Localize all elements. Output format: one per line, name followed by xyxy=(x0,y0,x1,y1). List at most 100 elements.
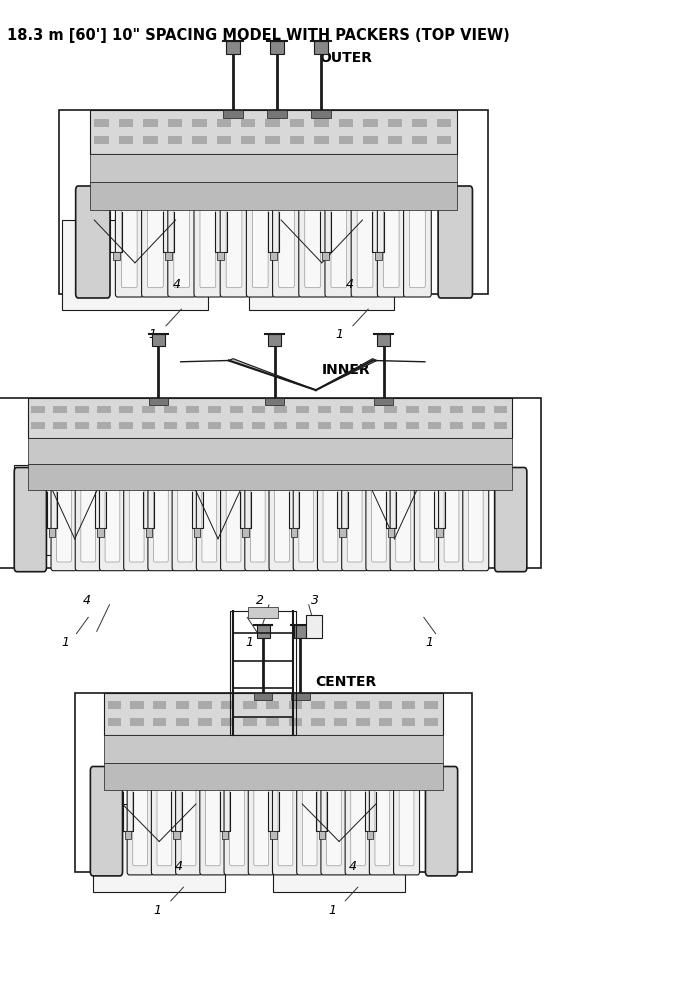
Bar xyxy=(198,701,212,709)
Bar xyxy=(104,763,443,790)
Bar xyxy=(266,718,280,726)
FancyBboxPatch shape xyxy=(323,477,338,562)
Text: 1: 1 xyxy=(148,328,156,340)
FancyBboxPatch shape xyxy=(399,777,414,866)
Bar xyxy=(185,406,199,413)
Bar xyxy=(75,422,89,429)
Bar xyxy=(294,625,307,638)
FancyBboxPatch shape xyxy=(251,477,265,562)
FancyBboxPatch shape xyxy=(129,477,144,562)
Bar xyxy=(158,465,278,555)
Bar xyxy=(62,220,208,310)
FancyBboxPatch shape xyxy=(176,768,201,875)
Bar xyxy=(273,422,287,429)
Bar xyxy=(334,718,347,726)
Bar xyxy=(15,465,135,555)
FancyBboxPatch shape xyxy=(495,468,527,572)
FancyBboxPatch shape xyxy=(347,477,362,562)
Bar xyxy=(428,422,441,429)
FancyBboxPatch shape xyxy=(221,468,246,571)
Bar xyxy=(217,136,231,144)
Bar xyxy=(314,136,329,144)
Bar xyxy=(226,41,240,54)
Text: 3: 3 xyxy=(311,593,319,606)
FancyBboxPatch shape xyxy=(439,468,464,571)
Bar xyxy=(165,252,172,260)
FancyBboxPatch shape xyxy=(327,777,341,866)
Bar xyxy=(119,119,133,127)
Bar xyxy=(318,831,325,839)
FancyBboxPatch shape xyxy=(297,768,322,875)
FancyBboxPatch shape xyxy=(124,468,149,571)
Bar xyxy=(377,334,390,346)
FancyBboxPatch shape xyxy=(248,768,274,875)
Bar xyxy=(266,397,284,405)
FancyBboxPatch shape xyxy=(202,477,217,562)
FancyBboxPatch shape xyxy=(273,768,298,875)
Bar xyxy=(379,701,392,709)
FancyBboxPatch shape xyxy=(468,477,483,562)
Bar xyxy=(185,422,199,429)
Bar xyxy=(437,119,451,127)
FancyBboxPatch shape xyxy=(253,196,268,288)
Bar xyxy=(90,154,457,182)
Bar xyxy=(450,406,463,413)
Bar xyxy=(291,528,298,537)
FancyBboxPatch shape xyxy=(299,187,327,297)
Bar xyxy=(198,718,212,726)
Bar xyxy=(311,701,325,709)
Bar xyxy=(145,528,152,537)
Bar xyxy=(152,334,165,346)
FancyBboxPatch shape xyxy=(299,477,313,562)
Bar xyxy=(221,701,234,709)
Bar xyxy=(374,252,381,260)
FancyBboxPatch shape xyxy=(415,468,440,571)
Bar xyxy=(153,718,166,726)
FancyBboxPatch shape xyxy=(304,196,320,288)
FancyBboxPatch shape xyxy=(91,766,122,876)
Bar xyxy=(167,119,182,127)
FancyBboxPatch shape xyxy=(390,468,416,571)
FancyBboxPatch shape xyxy=(269,468,295,571)
FancyBboxPatch shape xyxy=(142,187,170,297)
FancyBboxPatch shape xyxy=(278,777,293,866)
FancyBboxPatch shape xyxy=(157,777,172,866)
Text: 1: 1 xyxy=(335,328,343,340)
Bar xyxy=(424,701,437,709)
Text: CENTER: CENTER xyxy=(316,675,376,689)
FancyBboxPatch shape xyxy=(351,187,379,297)
FancyBboxPatch shape xyxy=(127,768,153,875)
FancyBboxPatch shape xyxy=(197,468,222,571)
Bar xyxy=(322,252,329,260)
Bar xyxy=(249,220,394,310)
Bar xyxy=(401,718,415,726)
Bar xyxy=(268,334,282,346)
Bar xyxy=(388,119,402,127)
FancyBboxPatch shape xyxy=(226,196,242,288)
Bar xyxy=(363,136,378,144)
Bar xyxy=(192,119,206,127)
Bar xyxy=(401,701,415,709)
Bar xyxy=(314,119,329,127)
Bar xyxy=(291,692,310,700)
FancyBboxPatch shape xyxy=(81,477,95,562)
Text: 4: 4 xyxy=(174,859,183,872)
Bar xyxy=(270,41,284,54)
Bar xyxy=(290,119,304,127)
Bar xyxy=(28,438,512,464)
Bar xyxy=(194,528,201,537)
FancyBboxPatch shape xyxy=(463,468,489,571)
FancyBboxPatch shape xyxy=(426,766,457,876)
FancyBboxPatch shape xyxy=(133,777,147,866)
Bar xyxy=(318,406,331,413)
Bar xyxy=(208,406,221,413)
Bar xyxy=(230,406,243,413)
FancyBboxPatch shape xyxy=(345,768,371,875)
Bar xyxy=(289,701,302,709)
Bar xyxy=(90,182,457,210)
Bar xyxy=(472,406,485,413)
Bar xyxy=(142,422,155,429)
Bar xyxy=(104,692,443,735)
FancyBboxPatch shape xyxy=(148,468,174,571)
FancyBboxPatch shape xyxy=(154,477,168,562)
